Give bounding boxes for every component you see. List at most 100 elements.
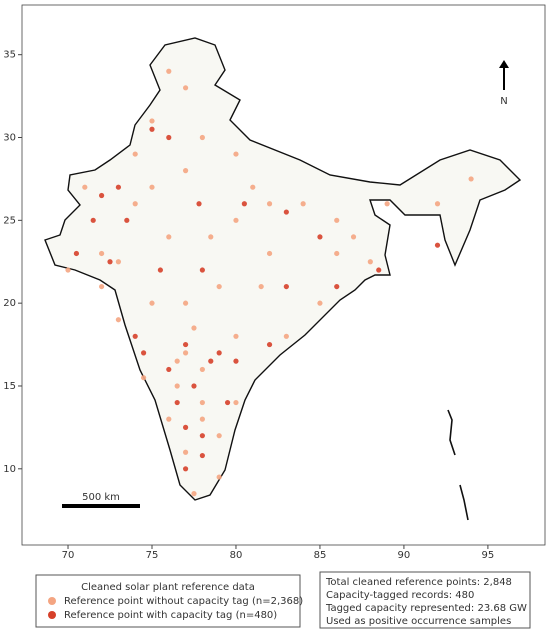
stats-line: Capacity-tagged records: 480 (326, 590, 474, 601)
point (182, 85, 189, 91)
legend-marker (48, 597, 56, 605)
point (208, 358, 214, 364)
point (149, 126, 155, 132)
point (166, 134, 172, 141)
point (199, 452, 205, 459)
point (166, 68, 172, 74)
point (224, 399, 231, 406)
point (199, 366, 205, 373)
y-tick-label: 20 (3, 298, 16, 309)
point (266, 341, 273, 348)
point (233, 358, 239, 364)
point (149, 118, 155, 124)
islands (447, 409, 469, 521)
point (233, 217, 239, 223)
point (174, 358, 180, 364)
x-tick-label: 85 (314, 550, 327, 561)
scale-bar-label: 500 km (82, 492, 120, 503)
point (149, 300, 155, 306)
point (199, 399, 205, 406)
point (216, 433, 222, 439)
point (182, 449, 189, 455)
point (82, 184, 88, 190)
point (283, 333, 289, 339)
point (233, 151, 239, 157)
point (191, 383, 197, 389)
y-tick-label: 35 (3, 50, 16, 61)
y-tick-label: 25 (3, 215, 16, 226)
y-tick-label: 30 (3, 133, 16, 144)
point (132, 201, 138, 207)
point (367, 259, 373, 265)
point (334, 250, 340, 257)
point (266, 250, 273, 257)
point (115, 259, 122, 265)
point (216, 283, 222, 290)
legend-label: Reference point without capacity tag (n=… (64, 596, 303, 607)
point (376, 267, 382, 273)
point (132, 151, 138, 157)
point (115, 184, 122, 190)
x-tick-label: 95 (482, 550, 495, 561)
point (166, 234, 172, 240)
point (99, 283, 105, 290)
stats-line: Used as positive occurrence samples (326, 616, 511, 627)
legend-title: Cleaned solar plant reference data (81, 582, 255, 593)
x-tick-label: 90 (398, 550, 411, 561)
point (334, 283, 340, 290)
legend-label: Reference point with capacity tag (n=480… (64, 610, 277, 621)
point (140, 375, 147, 381)
point (233, 333, 239, 339)
point (99, 192, 105, 199)
point (166, 416, 172, 422)
point (182, 466, 189, 472)
north-arrowhead (499, 60, 509, 68)
point (196, 201, 202, 207)
y-tick-label: 15 (3, 381, 16, 392)
point (216, 474, 222, 480)
point (132, 333, 138, 339)
point (468, 176, 474, 182)
point (182, 424, 189, 430)
point (140, 350, 147, 356)
point (283, 283, 289, 290)
point (384, 201, 390, 207)
point (99, 250, 105, 257)
stats-box (319, 571, 531, 629)
legend-marker (48, 611, 56, 619)
points-layer (65, 68, 474, 497)
point (216, 350, 222, 356)
point (199, 134, 205, 141)
stats-line: Tagged capacity represented: 23.68 GW (325, 603, 527, 614)
point (266, 201, 273, 207)
point (174, 383, 180, 389)
point (350, 234, 357, 240)
point (258, 283, 264, 290)
north-label: N (500, 96, 507, 107)
point (166, 366, 172, 373)
point (199, 267, 205, 273)
point (174, 399, 180, 406)
legend-box (35, 574, 301, 628)
point (182, 350, 189, 356)
x-tick-label: 75 (146, 550, 159, 561)
point (157, 267, 163, 273)
y-tick-label: 10 (3, 464, 16, 475)
point (283, 209, 289, 215)
point (65, 267, 71, 273)
point (250, 184, 256, 190)
country-outline (44, 37, 522, 501)
x-tick-label: 70 (62, 550, 75, 561)
point (334, 217, 340, 223)
point (208, 234, 214, 240)
point (434, 201, 441, 207)
point (317, 300, 323, 306)
x-tick-label: 80 (230, 550, 243, 561)
point (300, 201, 306, 207)
point (107, 259, 113, 265)
point (199, 416, 205, 422)
point (434, 242, 441, 248)
point (233, 399, 239, 406)
point (182, 168, 189, 174)
